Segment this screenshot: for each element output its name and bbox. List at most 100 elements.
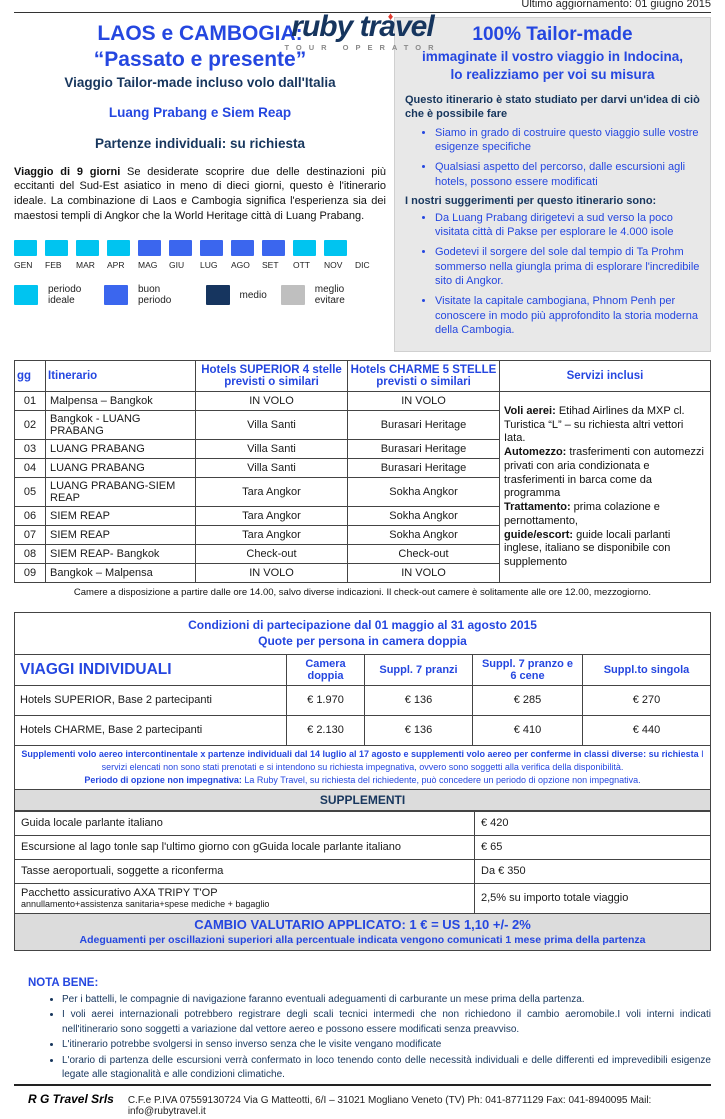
pricing-title-row: Condizioni di partecipazione dal 01 magg… xyxy=(14,612,711,655)
itinerary-table: gg Itinerario Hotels SUPERIOR 4 stelle pr… xyxy=(14,360,711,584)
logo-tagline: TOUR OPERATOR xyxy=(284,43,441,52)
departures-line: Partenze individuali: su richiesta xyxy=(94,135,306,151)
trip-description-text: Se desiderate scoprire due delle destina… xyxy=(14,165,386,223)
month-square xyxy=(200,239,223,256)
page-title-line2: “Passato e presente” xyxy=(93,48,307,72)
itinerary-row: 01 Malpensa – Bangkok IN VOLO IN VOLO Voli … xyxy=(14,391,711,584)
pricing-note-2: Periodo di opzione non impegnativa: La R… xyxy=(84,774,641,785)
col-header-hotels-charme: Hotels CHARME 5 STELLE previsti o similar… xyxy=(347,360,500,393)
month-square xyxy=(138,239,161,256)
pricing-title-line2: Quote per persona in camera doppia xyxy=(258,634,467,649)
legend-item: meglio evitare xyxy=(280,284,386,307)
itinerary-row: 09 Bangkok – Malpensa IN VOLO IN VOLO xyxy=(14,563,711,584)
month-cell: MAR xyxy=(76,239,107,270)
legend-swatch xyxy=(205,285,230,306)
month-cell: LUG xyxy=(200,239,231,270)
month-cell: AGO xyxy=(231,239,262,270)
tailor-made-box: 100% Tailor-made immaginate il vostro vi… xyxy=(394,17,711,353)
header-divider xyxy=(14,12,711,13)
bullet-item: Visitate la capitale cambogiana, Phnom P… xyxy=(435,294,700,337)
month-square xyxy=(76,239,99,256)
month-square xyxy=(293,239,316,256)
legend-item: buon periodo xyxy=(104,284,206,307)
trip-subtitle: Viaggio Tailor-made incluso volo dall'It… xyxy=(64,74,336,90)
tailor-made-title: 100% Tailor-made xyxy=(472,24,633,45)
itinerary-row: 05 LUANG PRABANG-SIEM REAP Tara Angkor Sokh… xyxy=(14,477,711,508)
nota-bene-section: NOTA BENE: Per i battelli, le compagnie … xyxy=(14,977,711,1084)
col-header-suppl-pranzi: Suppl. 7 pranzi xyxy=(364,653,473,686)
legend-item: periodo ideale xyxy=(14,284,104,307)
calendar-legend: periodo ideale buon periodo medio meglio… xyxy=(14,284,386,307)
month-square xyxy=(45,239,68,256)
page-footer: R G Travel Srls C.F.e P.IVA 07559130724 … xyxy=(14,1083,711,1119)
pricing-title-line1: Condizioni di partecipazione dal 01 magg… xyxy=(188,618,537,633)
exchange-adjustment-line: Adeguamenti per oscillazioni superiori a… xyxy=(79,933,646,946)
nota-bene-item: Per i battelli, le compagnie di navigazi… xyxy=(62,993,711,1008)
top-section: LAOS e CAMBOGIA: “Passato e presente” Vi… xyxy=(14,17,711,353)
month-square xyxy=(262,239,285,256)
itinerary-row: 03 LUANG PRABANG Villa Santi Burasari Herit… xyxy=(14,439,711,460)
itinerary-header-row: gg Itinerario Hotels SUPERIOR 4 stelle pr… xyxy=(14,360,711,393)
supplement-row: Guida locale parlante italiano € 420 xyxy=(14,810,711,836)
suggestions-title: I nostri suggerimenti per questo itinera… xyxy=(405,194,657,207)
col-header-viaggi-individuali: VIAGGI INDIVIDUALI xyxy=(14,653,287,686)
nota-bene-list: Per i battelli, le compagnie di navigazi… xyxy=(62,993,711,1083)
pricing-table: Condizioni di partecipazione dal 01 magg… xyxy=(14,612,711,790)
col-header-servizi: Servizi inclusi xyxy=(499,360,711,393)
month-cell: OTT xyxy=(293,239,324,270)
month-square xyxy=(107,239,130,256)
month-square xyxy=(231,239,254,256)
last-updated-text: Ultimo aggiornamento: 01 giugno 2015 xyxy=(521,0,711,10)
trip-duration: Viaggio di 9 giorni xyxy=(14,165,121,178)
month-square xyxy=(14,239,37,256)
pricing-row: Hotels SUPERIOR, Base 2 partecipanti € 1… xyxy=(14,684,711,716)
company-details: C.F.e P.IVA 07559130724 Via G Matteotti,… xyxy=(127,1094,652,1117)
month-cell: FEB xyxy=(45,239,76,270)
bullet-item: Qualsiasi aspetto del percorso, dalle es… xyxy=(435,160,700,189)
legend-swatch xyxy=(104,285,128,306)
ruby-travel-logo: ruby travel♦ TOUR OPERATOR xyxy=(14,10,711,53)
col-header-suppl-pranzo-cene: Suppl. 7 pranzo e 6 cene xyxy=(472,653,583,686)
col-header-gg: gg xyxy=(14,360,46,393)
pricing-row: Hotels CHARME, Base 2 partecipanti € 2.1… xyxy=(14,714,711,746)
month-cell: DIC xyxy=(355,240,386,270)
itinerary-row: 08 SIEM REAP- Bangkok Check-out Check-out xyxy=(14,544,711,565)
legend-swatch xyxy=(14,285,38,306)
month-cell: MAG xyxy=(138,239,169,270)
bullet-item: Godetevi il sorgere del sole dal tempio … xyxy=(435,245,700,288)
month-square xyxy=(355,240,378,256)
supplements-band: SUPPLEMENTI xyxy=(14,789,711,811)
legend-item: medio xyxy=(205,285,281,306)
pricing-header-row: VIAGGI INDIVIDUALI Camera doppia Suppl. … xyxy=(14,653,711,686)
month-cell: SET xyxy=(262,239,293,270)
supplement-row: Escursione al lago tonle sap l'ultimo gi… xyxy=(14,834,711,860)
tailor-made-intro: Questo itinerario è stato studiato per d… xyxy=(405,94,700,121)
month-cell: NOV xyxy=(324,239,355,270)
pricing-notes-row: Supplementi volo aereo intercontinentale… xyxy=(14,744,711,790)
exchange-rate-band: CAMBIO VALUTARIO APPLICATO: 1 € = US 1,1… xyxy=(14,913,711,951)
logo-brand-text: ruby travel xyxy=(291,10,434,43)
supplement-row: Tasse aeroportuali, soggette a riconferm… xyxy=(14,858,711,884)
itinerary-row: 04 LUANG PRABANG Villa Santi Burasari Herit… xyxy=(14,458,711,479)
brochure-page: ruby travel♦ TOUR OPERATOR Ultimo aggior… xyxy=(0,0,725,1024)
insurance-coverage-note: annullamento+assistenza sanitaria+spese … xyxy=(21,898,270,909)
month-cell: GEN xyxy=(14,239,45,270)
itinerary-row: 07 SIEM REAP Tara Angkor Sokha Angkor xyxy=(14,525,711,546)
season-calendar: GEN FEB MAR APR MAG GIU LUG AGO SET OTT … xyxy=(14,239,386,270)
rooms-footnote: Camere a disposizione a partire dalle or… xyxy=(73,587,652,599)
page-title-line1: LAOS e CAMBOGIA: xyxy=(97,22,303,45)
nota-bene-item: L'itinerario potrebbe svolgersi in senso… xyxy=(62,1038,711,1053)
month-cell: APR xyxy=(107,239,138,270)
supplements-table: Guida locale parlante italiano € 420 Escu… xyxy=(14,810,711,914)
legend-swatch xyxy=(280,285,305,306)
tailor-made-bullets: Siamo in grado di costruire questo viagg… xyxy=(435,126,700,189)
supplement-row: Pacchetto assicurativo AXA TRIPY T'OP ann… xyxy=(14,882,711,914)
pricing-note-1: Supplementi volo aereo intercontinentale… xyxy=(21,748,704,772)
exchange-rate-line: CAMBIO VALUTARIO APPLICATO: 1 € = US 1,1… xyxy=(194,916,531,932)
company-name: R G Travel Srls xyxy=(28,1091,114,1106)
month-square xyxy=(324,239,347,256)
nota-bene-item: L'orario di partenza delle escursioni ve… xyxy=(62,1054,711,1083)
tailor-made-subtitle: immaginate il vostro viaggio in Indocina… xyxy=(421,49,684,82)
col-header-hotels-superior: Hotels SUPERIOR 4 stelle previsti o simil… xyxy=(195,360,348,393)
nota-bene-item: I voli aerei internazionali potrebbero r… xyxy=(62,1008,711,1037)
